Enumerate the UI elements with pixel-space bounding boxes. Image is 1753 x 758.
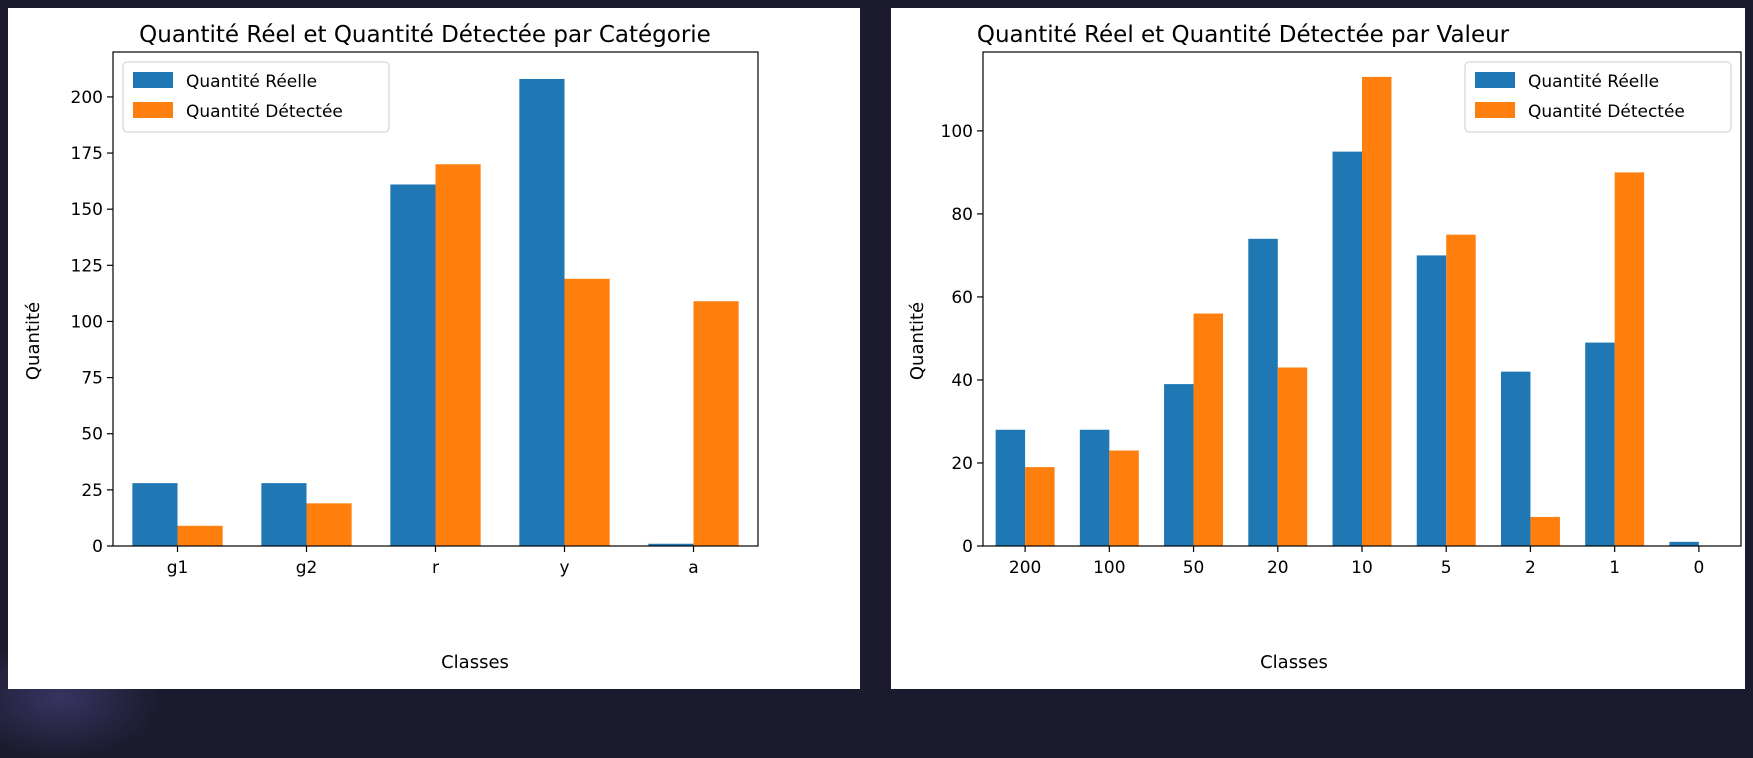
x-tick-label: a [688, 558, 698, 578]
legend-label: Quantité Réelle [1528, 72, 1659, 92]
x-tick-label: 1 [1609, 558, 1620, 578]
y-tick-label: 175 [71, 144, 103, 164]
bar-detected [1614, 172, 1645, 547]
bar-detected [1446, 234, 1476, 546]
bar-real [1248, 238, 1278, 547]
x-tick-label: 10 [1351, 558, 1373, 578]
x-tick-label: g2 [296, 558, 318, 578]
y-tick-label: 75 [81, 369, 103, 389]
x-tick-label: 50 [1183, 558, 1205, 578]
bar-real [1585, 342, 1615, 546]
y-tick-label: 80 [951, 205, 973, 225]
y-tick-label: 100 [71, 312, 103, 332]
chart-title: Quantité Réel et Quantité Détectée par C… [139, 22, 711, 48]
x-tick-label: 200 [1009, 558, 1041, 578]
chart-panel-category: Quantité Réel et Quantité Détectée par C… [8, 8, 860, 689]
bar-real [261, 483, 307, 546]
bar-detected [306, 503, 352, 546]
bar-detected [177, 525, 223, 546]
x-axis-label: Classes [1260, 652, 1328, 673]
y-tick-label: 40 [951, 371, 973, 391]
bar-real [132, 483, 178, 546]
x-axis-label: Classes [441, 652, 509, 673]
bar-real [1669, 541, 1699, 546]
bar-detected [1109, 450, 1139, 546]
bar-real [1079, 429, 1110, 546]
legend-swatch [133, 102, 173, 118]
bar-detected [1530, 516, 1560, 546]
bar-real [519, 78, 565, 546]
bar-detected [564, 278, 610, 546]
x-tick-label: 5 [1441, 558, 1452, 578]
bar-real [648, 543, 694, 546]
x-tick-label: 20 [1267, 558, 1289, 578]
chart-value: Quantité Réel et Quantité Détectée par V… [907, 22, 1742, 673]
bar-detected [1193, 313, 1224, 546]
chart-category: Quantité Réel et Quantité Détectée par C… [23, 22, 759, 673]
legend-swatch [1475, 72, 1515, 88]
y-tick-label: 60 [951, 288, 973, 308]
bar-real [1500, 371, 1531, 546]
bar-detected [693, 301, 739, 546]
y-tick-label: 150 [71, 200, 103, 220]
bar-real [1416, 255, 1447, 547]
bar-detected [1362, 76, 1392, 546]
bar-detected [1025, 467, 1055, 546]
y-tick-label: 200 [71, 88, 103, 108]
y-tick-label: 25 [81, 481, 103, 501]
chart-title: Quantité Réel et Quantité Détectée par V… [977, 22, 1510, 48]
y-tick-label: 20 [951, 454, 973, 474]
x-tick-label: 2 [1525, 558, 1536, 578]
x-tick-label: 100 [1093, 558, 1125, 578]
bar-real [1164, 384, 1194, 546]
bar-detected [1277, 367, 1308, 546]
legend-box [1464, 61, 1732, 133]
y-axis-label: Quantité [907, 302, 928, 380]
bar-real [1332, 151, 1362, 546]
chart-panel-value: Quantité Réel et Quantité Détectée par V… [891, 8, 1745, 689]
y-tick-label: 125 [71, 256, 103, 276]
y-tick-label: 100 [941, 122, 973, 142]
y-tick-label: 0 [92, 537, 103, 557]
y-axis-label: Quantité [23, 302, 44, 380]
bar-real [390, 184, 436, 546]
legend-swatch [1475, 102, 1515, 118]
bar-real [995, 429, 1026, 546]
x-tick-label: r [432, 558, 439, 578]
y-tick-label: 50 [81, 425, 103, 445]
bar-detected [435, 164, 481, 547]
x-tick-label: y [559, 558, 569, 578]
legend-label: Quantité Détectée [1528, 102, 1685, 122]
legend-swatch [133, 72, 173, 88]
y-tick-label: 0 [962, 537, 973, 557]
legend-box [122, 61, 390, 133]
legend-label: Quantité Détectée [186, 102, 343, 122]
x-tick-label: g1 [167, 558, 189, 578]
x-tick-label: 0 [1693, 558, 1704, 578]
legend-label: Quantité Réelle [186, 72, 317, 92]
